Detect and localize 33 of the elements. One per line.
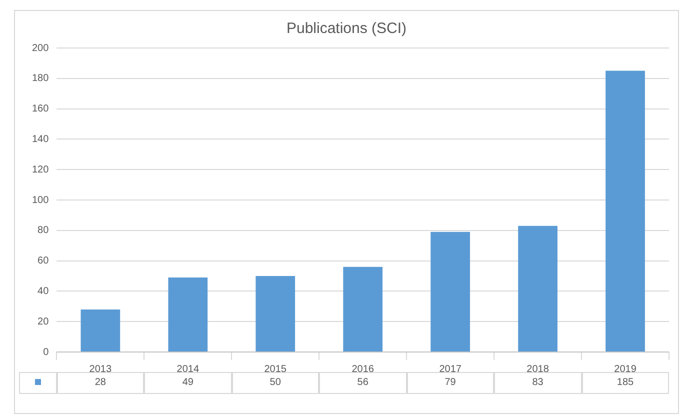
- y-tick-label: 40: [38, 286, 50, 297]
- bar: [430, 232, 470, 352]
- y-tick-label: 20: [38, 316, 50, 328]
- x-tick-label: 2014: [176, 364, 200, 375]
- y-tick-label: 100: [32, 194, 50, 206]
- data-label: 28: [94, 377, 106, 388]
- x-tick-label: 2013: [89, 364, 112, 375]
- data-label: 83: [532, 377, 544, 388]
- bar: [80, 309, 120, 352]
- x-tick-label: 2015: [264, 364, 287, 375]
- x-tick-label: 2017: [439, 364, 462, 375]
- x-tick-label: 2016: [352, 364, 374, 375]
- data-label: 50: [270, 377, 281, 388]
- data-label: 185: [616, 377, 634, 388]
- y-tick-label: 120: [32, 164, 50, 176]
- y-tick-label: 0: [43, 346, 50, 358]
- bar: [343, 266, 383, 352]
- data-label: 79: [444, 377, 456, 388]
- y-tick-label: 180: [32, 73, 50, 84]
- y-tick-label: 200: [32, 42, 50, 54]
- y-tick-label: 140: [32, 134, 50, 145]
- bar: [168, 278, 208, 352]
- bar: [256, 276, 296, 352]
- x-tick-label: 2019: [614, 364, 637, 375]
- x-tick-label: 2018: [526, 364, 550, 375]
- y-tick-label: 80: [38, 225, 50, 236]
- chart-title: Publications (SCI): [286, 20, 407, 38]
- y-tick-label: 160: [32, 104, 50, 115]
- bar: [518, 226, 558, 352]
- data-label: 49: [182, 377, 194, 388]
- bar: [606, 70, 645, 352]
- y-tick-label: 60: [38, 256, 50, 267]
- data-label: 56: [357, 377, 368, 388]
